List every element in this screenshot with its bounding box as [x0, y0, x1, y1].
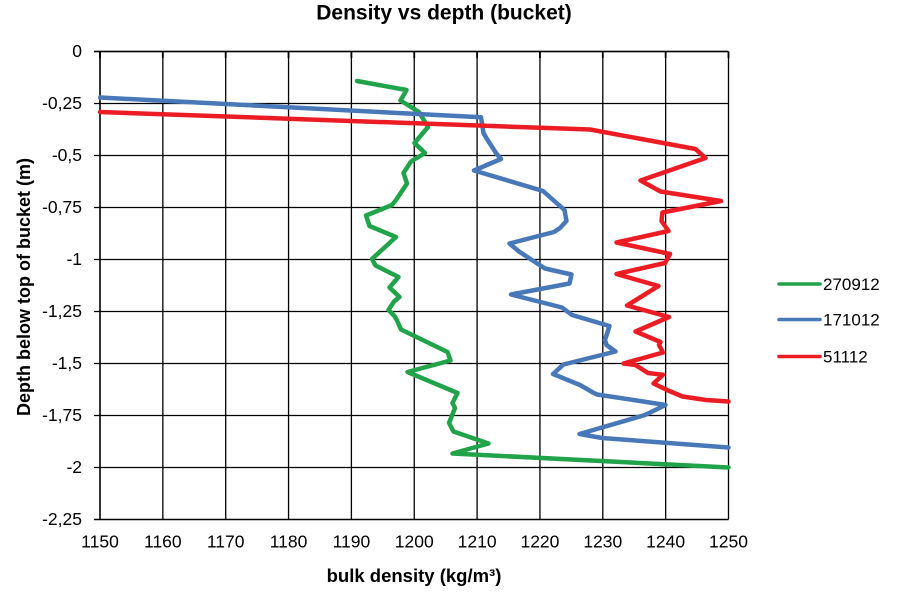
- svg-text:1180: 1180: [270, 532, 308, 552]
- svg-text:1250: 1250: [709, 532, 748, 552]
- svg-text:0: 0: [72, 41, 82, 61]
- svg-text:-1,25: -1,25: [42, 301, 82, 321]
- svg-text:-1,5: -1,5: [52, 353, 82, 373]
- svg-text:-1,75: -1,75: [42, 405, 82, 425]
- svg-text:-2: -2: [66, 457, 82, 477]
- svg-text:Depth below top of bucket (m): Depth below top of bucket (m): [14, 158, 34, 416]
- svg-text:1160: 1160: [144, 532, 182, 552]
- svg-text:1150: 1150: [81, 532, 119, 552]
- svg-text:-0,5: -0,5: [52, 145, 82, 165]
- svg-text:1240: 1240: [646, 532, 685, 552]
- svg-text:bulk density (kg/m³): bulk density (kg/m³): [327, 565, 502, 586]
- svg-text:1170: 1170: [207, 532, 245, 552]
- svg-text:Density vs depth (bucket): Density vs depth (bucket): [316, 2, 572, 25]
- svg-text:-2,25: -2,25: [42, 509, 82, 529]
- svg-text:-0,25: -0,25: [42, 93, 82, 113]
- svg-text:1210: 1210: [458, 532, 497, 552]
- svg-text:-1: -1: [66, 249, 82, 269]
- svg-text:270912: 270912: [823, 275, 880, 294]
- svg-text:-0,75: -0,75: [42, 197, 82, 217]
- svg-text:1200: 1200: [395, 532, 434, 552]
- svg-text:1220: 1220: [520, 532, 559, 552]
- svg-text:171012: 171012: [823, 311, 880, 330]
- svg-text:1230: 1230: [583, 532, 622, 552]
- svg-text:1190: 1190: [333, 532, 371, 552]
- svg-text:51112: 51112: [823, 348, 868, 367]
